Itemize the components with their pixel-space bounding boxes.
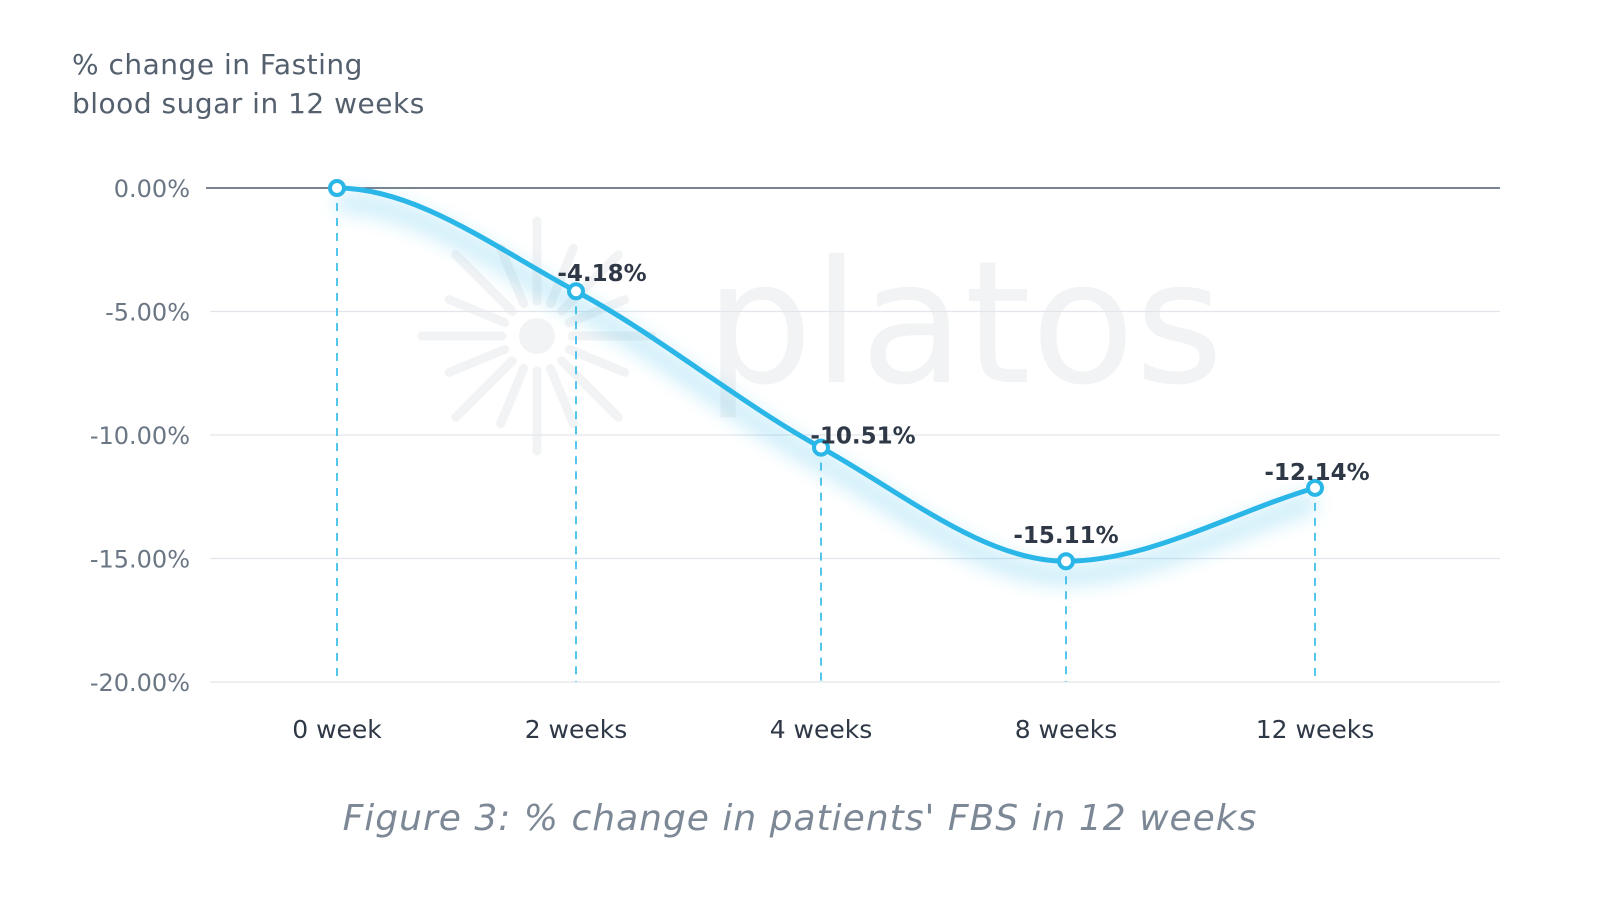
y-tick-label: -20.00%: [90, 669, 190, 697]
data-point: [1057, 552, 1075, 571]
watermark-dot: [519, 318, 555, 354]
figure-caption: Figure 3: % change in patients' FBS in 1…: [342, 798, 1258, 839]
watermark-logo: platos: [417, 216, 1224, 456]
data-point: [1306, 478, 1324, 497]
watermark-ray: [545, 363, 578, 429]
x-tick-label: 8 weeks: [1015, 715, 1118, 744]
y-tick-label: 0.00%: [114, 175, 190, 203]
watermark-text: platos: [705, 225, 1224, 423]
y-axis-label-line-2: blood sugar in 12 weeks: [72, 87, 425, 120]
watermark-ray: [451, 250, 517, 316]
x-tick-label: 2 weeks: [525, 715, 628, 744]
x-tick-label: 4 weeks: [770, 715, 873, 744]
y-axis-label-line-1: % change in Fasting: [72, 48, 363, 81]
watermark-ray: [496, 363, 529, 429]
data-label: -10.51%: [810, 424, 915, 450]
series-line-glow: [336, 191, 1319, 587]
data-label: -12.14%: [1264, 460, 1369, 486]
x-tick-label: 0 week: [292, 715, 382, 744]
watermark-ray: [444, 344, 510, 377]
watermark-ray: [451, 356, 517, 422]
data-label: -15.11%: [1013, 523, 1118, 549]
data-point: [328, 179, 346, 197]
data-point: [567, 282, 585, 301]
watermark-ray: [557, 356, 623, 422]
y-tick-label: -5.00%: [105, 299, 190, 327]
data-label: -4.18%: [557, 261, 646, 287]
y-tick-label: -10.00%: [90, 422, 190, 450]
y-tick-label: -15.00%: [90, 546, 190, 574]
watermark-ray: [564, 344, 630, 377]
x-tick-label: 12 weeks: [1256, 715, 1374, 744]
data-point: [812, 438, 830, 457]
